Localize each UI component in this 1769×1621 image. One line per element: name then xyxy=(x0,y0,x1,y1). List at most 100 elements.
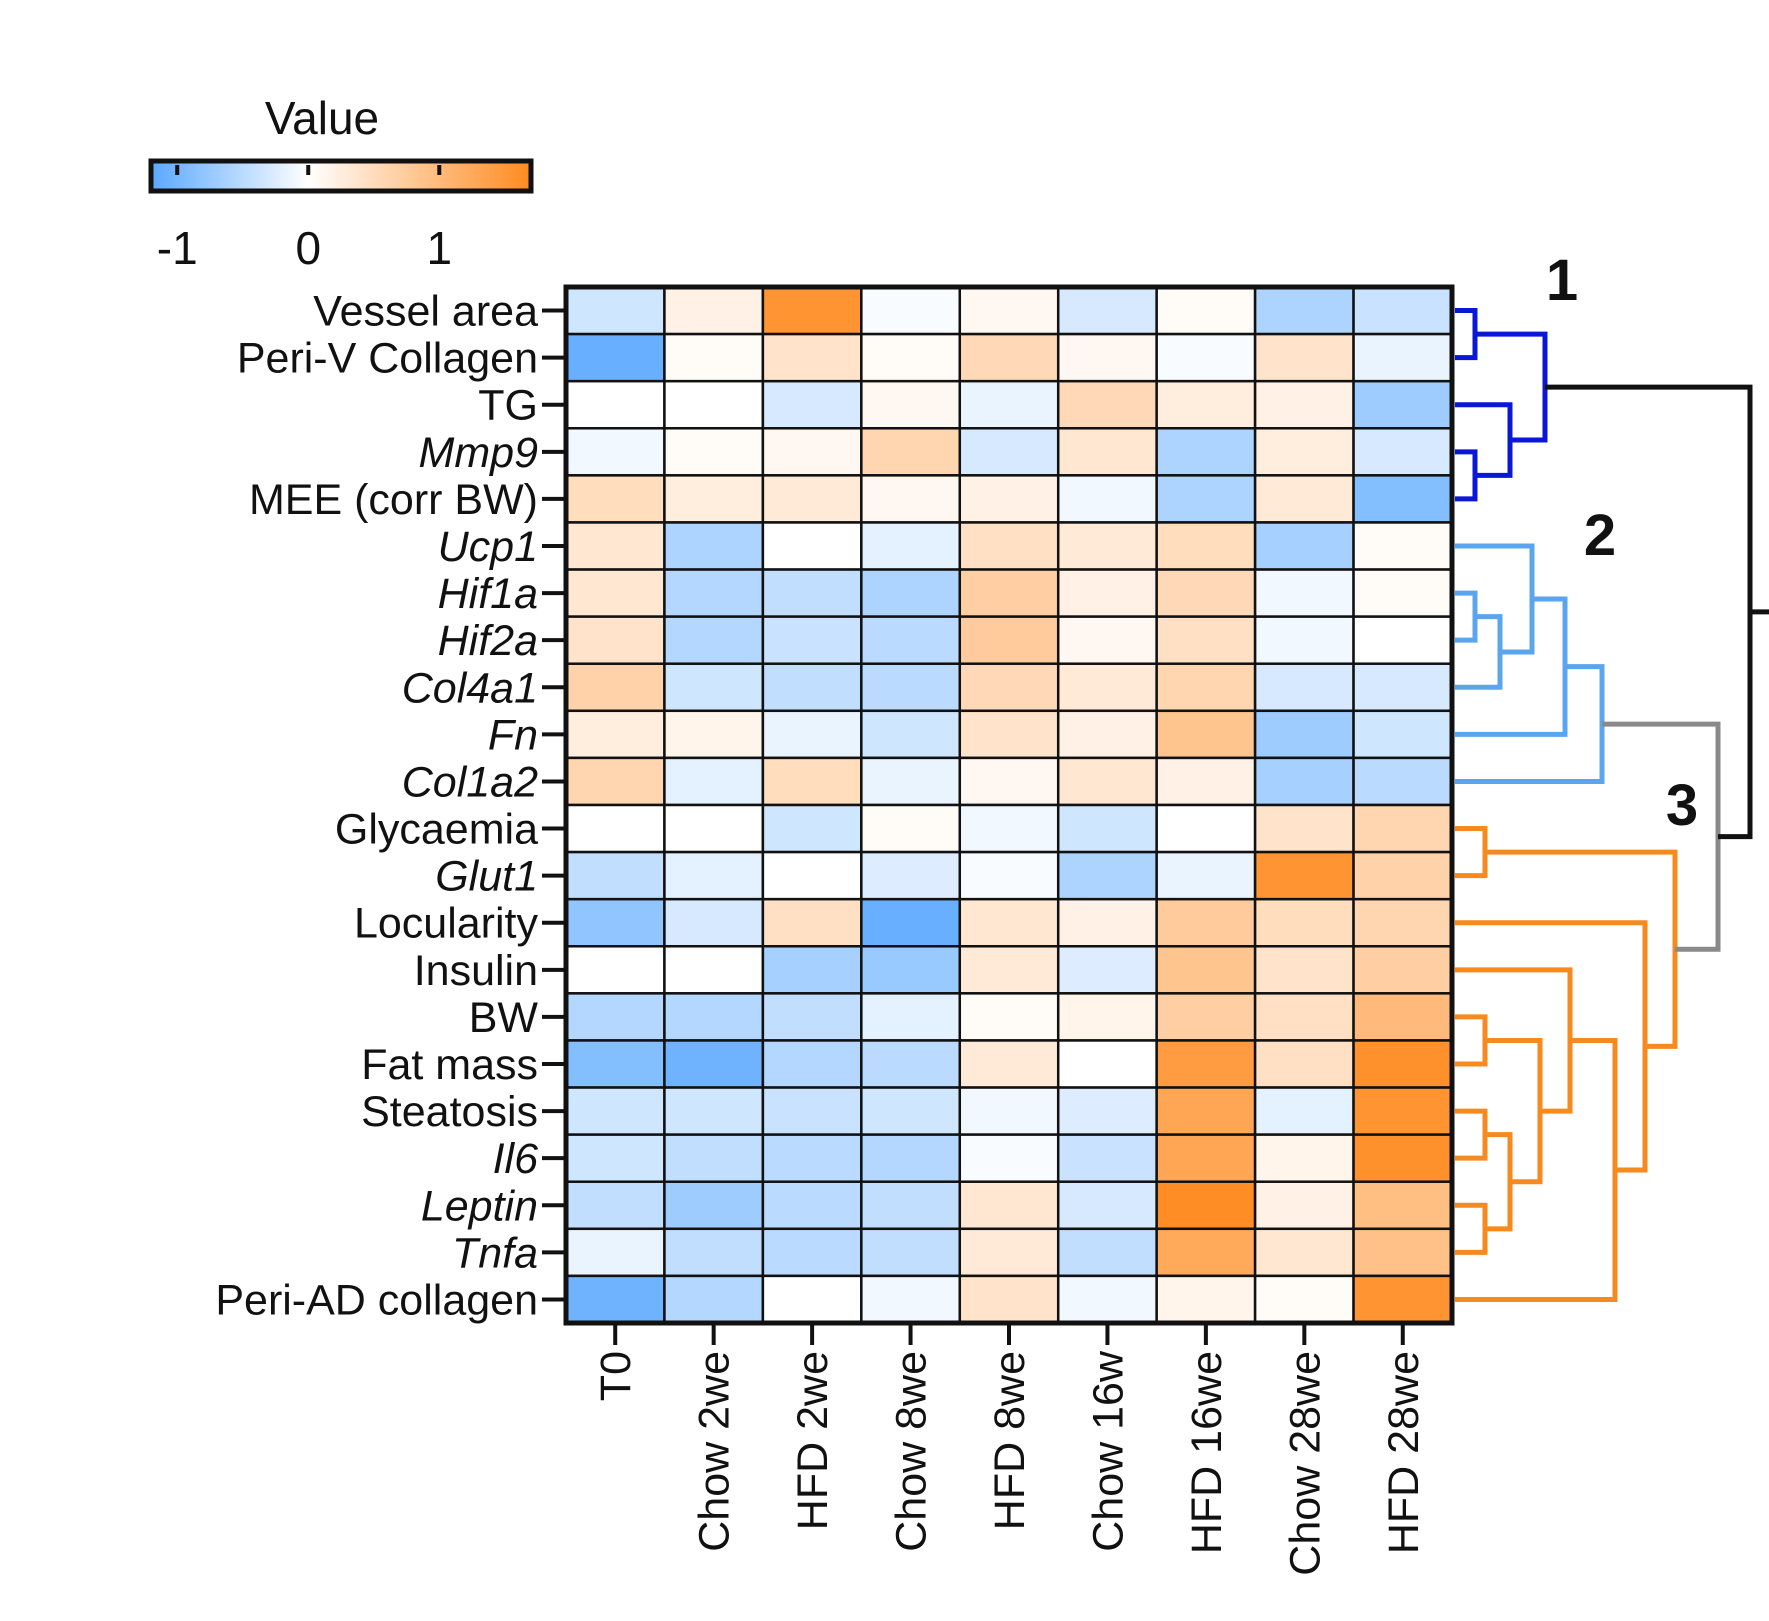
row-label: Hif2a xyxy=(438,617,538,665)
row-label: Steatosis xyxy=(361,1088,538,1136)
dendrogram xyxy=(1455,308,1769,1302)
heatmap-cell xyxy=(663,756,765,807)
column-label: Chow 8we xyxy=(888,1351,936,1552)
heatmap-cell xyxy=(1155,945,1257,995)
heatmap-cell xyxy=(761,474,863,524)
heatmap-cell xyxy=(1155,803,1257,854)
heatmap-cell xyxy=(564,427,666,477)
heatmap-cell xyxy=(958,945,1060,995)
heatmap-cell xyxy=(860,1039,962,1089)
dendrogram-branch xyxy=(1455,1037,1618,1302)
heatmap-cell xyxy=(1253,897,1355,948)
row-label: Fat mass xyxy=(361,1041,538,1089)
row-label: Ucp1 xyxy=(438,523,538,571)
column-label: Chow 2we xyxy=(691,1351,739,1552)
heatmap-cell xyxy=(1056,568,1158,618)
heatmap-cell xyxy=(663,521,765,571)
heatmap-cell xyxy=(663,615,765,665)
heatmap-cell xyxy=(1352,709,1454,760)
heatmap-cell xyxy=(1352,1039,1454,1089)
heatmap-cell xyxy=(860,756,962,807)
heatmap-cell xyxy=(1352,521,1454,571)
dendrogram-branch xyxy=(1455,826,1488,879)
row-label: Mmp9 xyxy=(419,429,539,477)
heatmap-cell xyxy=(860,285,962,336)
heatmap-cell xyxy=(564,897,666,948)
heatmap-cell xyxy=(761,427,863,477)
row-label: Locularity xyxy=(354,900,539,948)
heatmap-cell xyxy=(1253,427,1355,477)
heatmap-cell xyxy=(1155,850,1257,901)
heatmap-cell xyxy=(1056,897,1158,948)
heatmap-cell xyxy=(663,427,765,477)
heatmap-cell xyxy=(1056,992,1158,1042)
heatmap-cell xyxy=(958,709,1060,760)
heatmap-cell xyxy=(1155,568,1257,618)
heatmap-cell xyxy=(1056,1180,1158,1231)
row-label: Glycaemia xyxy=(335,806,538,854)
heatmap-cell xyxy=(1352,992,1454,1042)
heatmap-cell xyxy=(761,709,863,760)
heatmap-cell xyxy=(1056,332,1158,383)
heatmap-cell xyxy=(761,568,863,618)
column-label: HFD 8we xyxy=(986,1351,1034,1530)
colorbar-tick-label: 0 xyxy=(295,222,321,274)
heatmap-cell xyxy=(761,1086,863,1136)
heatmap-cell xyxy=(1155,1180,1257,1231)
heatmap-cell xyxy=(1352,803,1454,854)
heatmap-cell xyxy=(564,521,666,571)
colorbar-title: Value xyxy=(265,92,379,144)
heatmap-cell xyxy=(1352,1133,1454,1183)
heatmap-cell xyxy=(1253,332,1355,383)
heatmap-cell xyxy=(1352,1180,1454,1231)
heatmap-cell xyxy=(958,332,1060,383)
column-label: T0 xyxy=(592,1351,640,1401)
heatmap-cell xyxy=(761,521,863,571)
heatmap-cell xyxy=(958,992,1060,1042)
heatmap-cell xyxy=(564,756,666,807)
heatmap-cell xyxy=(1056,1039,1158,1089)
row-label: Peri-V Collagen xyxy=(237,335,538,383)
heatmap-cell xyxy=(1253,379,1355,430)
row-label: Hif1a xyxy=(438,570,538,618)
heatmap-cell xyxy=(860,615,962,665)
heatmap-cell xyxy=(958,285,1060,336)
heatmap-cell xyxy=(1056,945,1158,995)
heatmap-cell xyxy=(564,332,666,383)
heatmap-cell xyxy=(1155,1227,1257,1278)
row-label: Il6 xyxy=(493,1135,539,1183)
dendrogram-branch xyxy=(1455,596,1568,737)
heatmap-cell xyxy=(564,1086,666,1136)
heatmap-cell xyxy=(1056,850,1158,901)
heatmap-cells xyxy=(563,284,1455,1326)
heatmap-cell xyxy=(564,992,666,1042)
heatmap-cell xyxy=(1056,474,1158,524)
heatmap-cell xyxy=(1155,521,1257,571)
heatmap-cell xyxy=(1253,615,1355,665)
heatmap-cell xyxy=(663,945,765,995)
heatmap-cell xyxy=(860,474,962,524)
heatmap-cell xyxy=(1253,1180,1355,1231)
heatmap-cell xyxy=(1253,803,1355,854)
heatmap-cell xyxy=(958,1086,1060,1136)
heatmap-cell xyxy=(663,1227,765,1278)
heatmap-cell xyxy=(1352,850,1454,901)
heatmap-cell xyxy=(1155,427,1257,477)
heatmap-cell xyxy=(958,1227,1060,1278)
heatmap-cell xyxy=(1056,756,1158,807)
heatmap-cell xyxy=(1253,1086,1355,1136)
heatmap-cell xyxy=(663,474,765,524)
heatmap-cell xyxy=(761,897,863,948)
heatmap-cell xyxy=(860,1227,962,1278)
heatmap-cell xyxy=(1352,756,1454,807)
heatmap-cell xyxy=(1155,897,1257,948)
heatmap-cell xyxy=(958,521,1060,571)
heatmap-cell xyxy=(1352,568,1454,618)
heatmap-cell xyxy=(1352,1227,1454,1278)
heatmap-cell xyxy=(1253,1039,1355,1089)
heatmap-cell xyxy=(860,1086,962,1136)
heatmap-cell xyxy=(860,992,962,1042)
heatmap-cell xyxy=(958,756,1060,807)
heatmap-cell xyxy=(1155,662,1257,713)
heatmap-cell xyxy=(663,709,765,760)
